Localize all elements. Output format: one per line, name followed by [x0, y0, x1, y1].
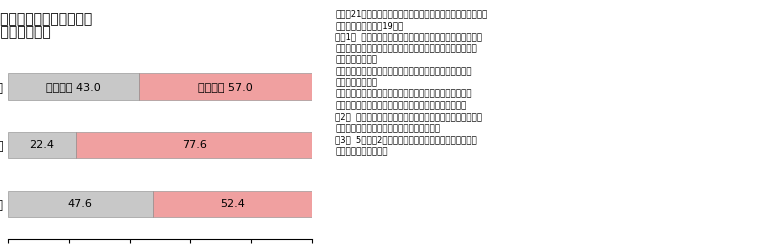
Text: 資料：21世紀成年者縦断調査（国民の生活に関する継続調査）
（厚生労働省、平成19年）
注：1） 集計対象は、①または②に該当する夫婦である。た
　　　　だし、: 資料：21世紀成年者縦断調査（国民の生活に関する継続調査） （厚生労働省、平成1… — [335, 10, 488, 156]
Text: (図2)  妻の仕事の有無別にみたこの５年: (図2) 妻の仕事の有無別にみたこの５年 — [0, 11, 93, 25]
Bar — [139, 73, 312, 100]
Text: 出生あり 43.0: 出生あり 43.0 — [46, 81, 101, 92]
Text: 77.6: 77.6 — [182, 140, 207, 150]
Bar — [76, 132, 312, 158]
Bar — [8, 191, 153, 217]
Text: 22.4: 22.4 — [30, 140, 55, 150]
Bar — [8, 73, 139, 100]
Text: 間の出生の状況: 間の出生の状況 — [0, 25, 51, 39]
Text: 52.4: 52.4 — [220, 199, 245, 209]
Text: 47.6: 47.6 — [68, 199, 93, 209]
Text: 出生なし 57.0: 出生なし 57.0 — [198, 81, 253, 92]
Bar — [153, 191, 312, 217]
Bar — [8, 132, 76, 158]
